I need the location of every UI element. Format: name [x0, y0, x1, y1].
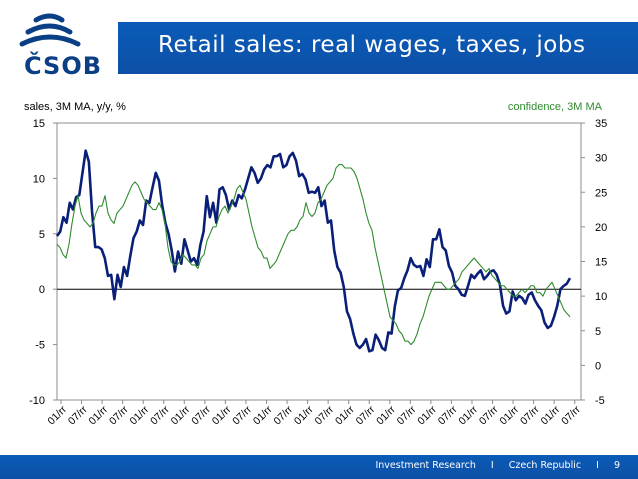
plot-border [56, 122, 582, 401]
slide-footer: Investment Research I Czech Republic I 9 [0, 455, 638, 479]
x-tick-label: 07/rr [436, 403, 460, 427]
x-tick-label: 07/rr [148, 403, 172, 427]
series-line-confidence [56, 164, 571, 346]
plot-area [56, 122, 582, 401]
logo-text: ČSOB [24, 52, 103, 80]
y-tick-label: -5 [35, 340, 45, 352]
x-tick-label: 01/rr [415, 403, 439, 427]
y-tick-label: 15 [33, 118, 45, 130]
y2-tick-label: 10 [595, 291, 607, 303]
x-tick-label: 07/rr [559, 403, 583, 427]
y2-tick-label: 35 [595, 118, 607, 130]
x-tick-label: 01/rr [333, 403, 357, 427]
x-tick-label: 07/rr [189, 403, 213, 427]
y-tick-label: 0 [39, 284, 45, 296]
y2-axis-label: confidence, 3M MA [508, 101, 603, 113]
y2-tick-label: 20 [595, 222, 607, 234]
y2-tick-label: 5 [595, 326, 601, 338]
y2-tick-label: 15 [595, 257, 607, 269]
x-tick-label: 01/rr [169, 403, 193, 427]
slide-header: ČSOB Retail sales: real wages, taxes, jo… [0, 0, 638, 86]
x-tick-label: 07/rr [230, 403, 254, 427]
y-tick-label: 10 [33, 173, 45, 185]
x-tick-label: 01/rr [210, 403, 234, 427]
x-tick-label: 01/rr [86, 403, 110, 427]
y2-tick-label: 30 [595, 153, 607, 165]
x-tick-label: 07/rr [395, 403, 419, 427]
x-tick-label: 07/rr [271, 403, 295, 427]
x-tick-label: 07/rr [66, 403, 90, 427]
x-tick-label: 01/rr [497, 403, 521, 427]
y2-tick-label: -5 [595, 395, 605, 407]
x-tick-label: 01/rr [128, 403, 152, 427]
y2-axis-ticks: -5 0 5 10 15 20 25 30 35 [581, 118, 607, 407]
x-tick-label: 07/rr [354, 403, 378, 427]
footer-separator: I [596, 460, 599, 471]
x-tick-label: 01/rr [456, 403, 480, 427]
footer-section: Investment Research [375, 460, 476, 471]
series-lines [55, 149, 572, 353]
x-tick-label: 07/rr [518, 403, 542, 427]
x-tick-label: 07/rr [477, 403, 501, 427]
csob-wave-logo-icon: ČSOB [10, 12, 110, 80]
x-tick-label: 01/rr [251, 403, 275, 427]
x-tick-label: 01/rr [292, 403, 316, 427]
y-tick-label: -10 [29, 395, 45, 407]
x-tick-label: 01/rr [539, 403, 563, 427]
footer-country: Czech Republic [508, 460, 582, 471]
slide-title: Retail sales: real wages, taxes, jobs [158, 32, 586, 58]
y-axis-label: sales, 3M MA, y/y, % [24, 101, 126, 113]
title-band: Retail sales: real wages, taxes, jobs [118, 22, 638, 74]
x-tick-label: 07/rr [313, 403, 337, 427]
y-axis-ticks: -10 -5 0 5 10 15 [29, 118, 57, 407]
y2-tick-label: 25 [595, 187, 607, 199]
x-tick-label: 01/rr [374, 403, 398, 427]
x-axis-ticks: 01/rr07/rr01/rr07/rr01/rr07/rr01/rr07/rr… [45, 400, 583, 427]
series-line-sales [55, 149, 572, 353]
footer-text: Investment Research I Czech Republic I 9 [369, 460, 626, 471]
logo-wave-graphic [19, 13, 81, 47]
line-chart: sales, 3M MA, y/y, % confidence, 3M MA -… [24, 101, 607, 427]
footer-separator: I [490, 460, 494, 471]
x-tick-label: 01/rr [45, 403, 69, 427]
y-tick-label: 5 [39, 229, 45, 241]
x-tick-label: 07/rr [107, 403, 131, 427]
y2-tick-label: 0 [595, 360, 601, 372]
page-number: 9 [613, 460, 620, 471]
